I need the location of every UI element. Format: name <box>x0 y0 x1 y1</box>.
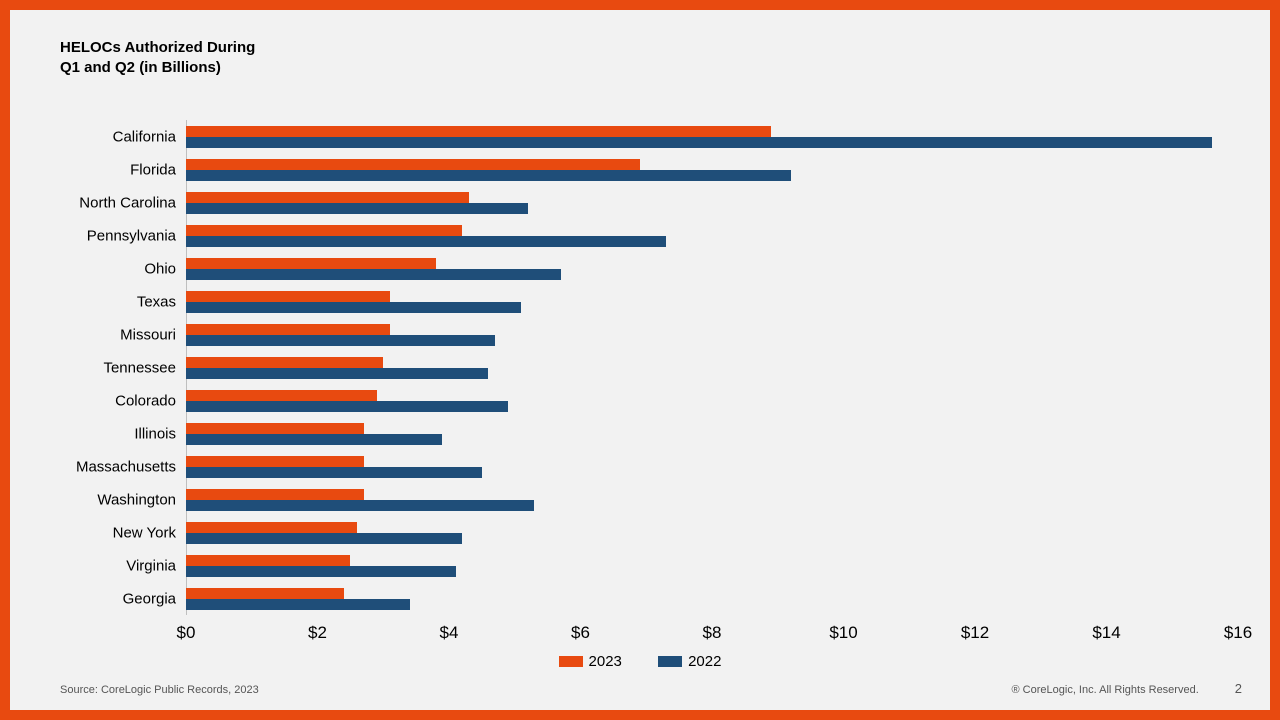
chart-row: New York <box>186 516 1238 549</box>
category-label: California <box>113 128 186 145</box>
chart-row: Massachusetts <box>186 450 1238 483</box>
x-tick-label: $16 <box>1224 623 1252 643</box>
chart-row: Pennsylvania <box>186 219 1238 252</box>
chart-row: Texas <box>186 285 1238 318</box>
bar-2022 <box>186 170 791 181</box>
chart-title: HELOCs Authorized DuringQ1 and Q2 (in Bi… <box>60 38 1242 79</box>
bar-2023 <box>186 588 344 599</box>
chart-row: Illinois <box>186 417 1238 450</box>
bar-2023 <box>186 456 364 467</box>
bar-2022 <box>186 533 462 544</box>
legend-item-2022: 2022 <box>658 653 721 670</box>
bar-2022 <box>186 401 508 412</box>
x-tick-label: $4 <box>440 623 459 643</box>
footer: Source: CoreLogic Public Records, 2023 ®… <box>38 681 1242 696</box>
bar-2023 <box>186 225 462 236</box>
legend-label-2022: 2022 <box>688 653 721 670</box>
bar-2023 <box>186 192 469 203</box>
bar-2023 <box>186 324 390 335</box>
bar-2022 <box>186 467 482 478</box>
bar-2023 <box>186 126 771 137</box>
bars-container: CaliforniaFloridaNorth CarolinaPennsylva… <box>186 120 1238 615</box>
chart-row: Washington <box>186 483 1238 516</box>
legend-swatch-2023 <box>559 656 583 667</box>
bar-2022 <box>186 269 561 280</box>
category-label: New York <box>113 524 186 541</box>
category-label: Illinois <box>134 425 186 442</box>
bar-2023 <box>186 489 364 500</box>
bar-2023 <box>186 258 436 269</box>
bar-2023 <box>186 159 640 170</box>
chart-row: Tennessee <box>186 351 1238 384</box>
chart-row: Colorado <box>186 384 1238 417</box>
x-tick-label: $2 <box>308 623 327 643</box>
chart-row: Missouri <box>186 318 1238 351</box>
bar-2023 <box>186 522 357 533</box>
bar-2022 <box>186 236 666 247</box>
x-tick-label: $10 <box>829 623 857 643</box>
bar-2022 <box>186 137 1212 148</box>
chart-row: California <box>186 120 1238 153</box>
category-label: Texas <box>137 293 186 310</box>
x-tick-label: $8 <box>703 623 722 643</box>
page-number: 2 <box>1235 681 1242 696</box>
category-label: Ohio <box>144 260 186 277</box>
x-axis-labels: $0$2$4$6$8$10$12$14$16 <box>186 623 1238 647</box>
legend-label-2023: 2023 <box>589 653 622 670</box>
source-text: Source: CoreLogic Public Records, 2023 <box>60 684 259 696</box>
bar-2022 <box>186 599 410 610</box>
bar-2022 <box>186 368 488 379</box>
slide-inner: HELOCs Authorized DuringQ1 and Q2 (in Bi… <box>10 10 1270 710</box>
x-tick-label: $0 <box>177 623 196 643</box>
slide-frame: HELOCs Authorized DuringQ1 and Q2 (in Bi… <box>0 0 1280 720</box>
bar-2023 <box>186 291 390 302</box>
x-tick-label: $14 <box>1092 623 1120 643</box>
category-label: Virginia <box>126 557 186 574</box>
chart-row: Virginia <box>186 549 1238 582</box>
chart-plot-area: CaliforniaFloridaNorth CarolinaPennsylva… <box>186 120 1238 615</box>
chart-row: North Carolina <box>186 186 1238 219</box>
chart-row: Ohio <box>186 252 1238 285</box>
bar-2022 <box>186 500 534 511</box>
bar-2023 <box>186 423 364 434</box>
bar-2022 <box>186 566 456 577</box>
x-tick-label: $12 <box>961 623 989 643</box>
bar-2023 <box>186 390 377 401</box>
category-label: Massachusetts <box>76 458 186 475</box>
chart-row: Georgia <box>186 582 1238 615</box>
legend: 2023 2022 <box>10 653 1270 658</box>
category-label: Washington <box>97 491 186 508</box>
legend-item-2023: 2023 <box>559 653 622 670</box>
category-label: North Carolina <box>79 194 186 211</box>
legend-swatch-2022 <box>658 656 682 667</box>
category-label: Tennessee <box>103 359 186 376</box>
category-label: Pennsylvania <box>87 227 186 244</box>
bar-2023 <box>186 357 383 368</box>
bar-2022 <box>186 302 521 313</box>
x-tick-label: $6 <box>571 623 590 643</box>
bar-2022 <box>186 434 442 445</box>
category-label: Florida <box>130 161 186 178</box>
bar-2022 <box>186 335 495 346</box>
category-label: Missouri <box>120 326 186 343</box>
bar-2022 <box>186 203 528 214</box>
chart-row: Florida <box>186 153 1238 186</box>
copyright-text: ® CoreLogic, Inc. All Rights Reserved. <box>1012 684 1199 696</box>
category-label: Colorado <box>115 392 186 409</box>
bar-2023 <box>186 555 350 566</box>
category-label: Georgia <box>123 590 186 607</box>
